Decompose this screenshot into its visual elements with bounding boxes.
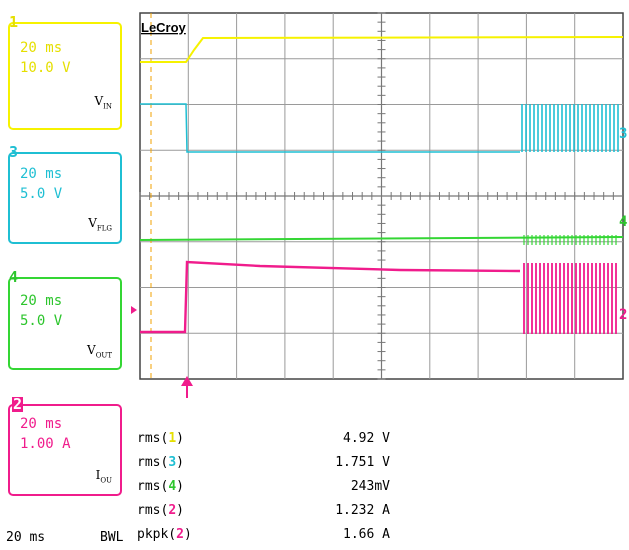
measurement-function: pkpk( [137,527,177,542]
measurement-row: pkpk(2) [137,527,192,542]
measurement-close: ) [176,479,184,494]
channel-3-scale: 5.0 V [20,186,63,202]
channel-3-signal: VFLG [88,216,112,233]
waveform-traces [131,36,624,398]
channel-4-trace [139,236,624,241]
measurement-row: rms(3) [137,455,184,470]
measurement-channel: 2 [176,527,184,542]
measurement-close: ) [176,503,184,518]
bandwidth-limit-indicator: BWL [100,530,124,545]
channel-4-trace-marker: 4 [619,214,628,230]
measurement-close: ) [176,431,184,446]
measurement-close: ) [183,527,192,542]
brand-label: LeCroy [141,20,187,35]
channel-3-number: 3 [9,143,19,161]
channel-1-trace [140,36,624,63]
measurement-row: rms(2) [137,503,184,518]
measurement-value: 1.66 A [343,527,390,542]
measurement-function: rms( [137,479,169,494]
channel-4-scale: 5.0 V [20,313,63,329]
measurement-channel: 3 [168,455,177,470]
measurement-row: rms(1) [137,431,184,446]
trigger-arrow-head [181,376,193,386]
channel-1-signal: VIN [94,94,112,111]
oscilloscope-display: LeCroy [131,12,624,398]
channel-3-time: 20 ms [20,166,63,182]
channel-2-scale: 1.00 A [20,436,71,452]
channel-3-trace-marker: 3 [619,126,628,142]
channel-3-trace [140,103,520,153]
channel-2-trace-marker: 2 [619,307,628,323]
measurement-value: 1.232 A [335,503,390,518]
channel-1-scale: 10.0 V [20,60,71,76]
channel-4-signal: VOUT [87,343,112,360]
measurement-channel: 2 [168,503,177,518]
measurement-value: 243mV [350,479,390,494]
channel-2-trace [140,260,521,334]
measurement-function: rms( [137,431,169,446]
measurement-value: 4.92 V [343,431,390,446]
measurement-channel: 1 [168,431,177,446]
measurement-value: 1.751 V [335,455,390,470]
channel-2-box[interactable]: 2 20 ms 1.00 A IOU [8,397,122,496]
graticule [139,12,624,380]
measurement-row: rms(4) [137,479,184,494]
channel-4-box[interactable]: 4 20 ms 5.0 V VOUT [8,268,122,370]
measurement-function: rms( [137,503,169,518]
channel-3-box[interactable]: 3 20 ms 5.0 V VFLG [8,143,122,244]
channel-4-number: 4 [9,268,19,286]
channel-2-signal: IOU [95,468,112,485]
measurement-channel: 4 [168,479,177,494]
measurement-function: rms( [137,455,169,470]
measurement-close: ) [176,455,184,470]
timebase-readout: 20 ms [6,530,46,545]
channel-1-time: 20 ms [20,40,63,56]
channel-2-time: 20 ms [20,416,63,432]
channel-2-number: 2 [12,395,24,413]
channel-4-time: 20 ms [20,293,63,309]
channel-2-offset-marker [131,306,137,314]
channel-1-box[interactable]: 1 20 ms 10.0 V VIN [8,13,122,130]
channel-1-number: 1 [9,13,19,31]
